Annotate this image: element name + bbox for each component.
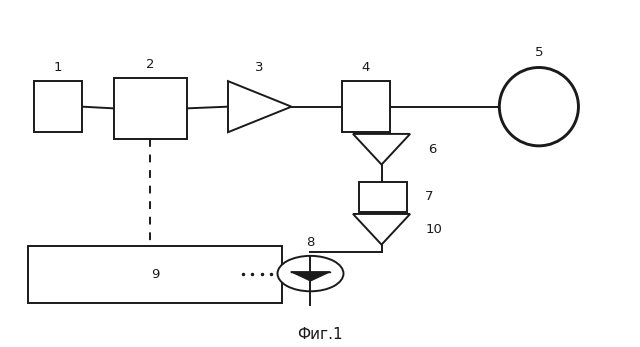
Text: 5: 5: [534, 46, 543, 59]
Bar: [35, 81, 82, 132]
Text: 2: 2: [146, 58, 154, 70]
Text: 8: 8: [307, 236, 315, 249]
Bar: [342, 81, 390, 132]
Text: 3: 3: [255, 61, 264, 74]
Bar: [359, 181, 407, 212]
Circle shape: [278, 256, 344, 291]
Text: 10: 10: [426, 223, 443, 236]
Bar: [114, 78, 187, 139]
Ellipse shape: [499, 68, 579, 146]
Text: 7: 7: [425, 191, 433, 203]
Polygon shape: [353, 214, 410, 245]
Polygon shape: [228, 81, 291, 132]
Text: 9: 9: [151, 268, 159, 281]
Bar: [28, 246, 282, 303]
Text: Фиг.1: Фиг.1: [297, 327, 343, 342]
Polygon shape: [291, 272, 330, 281]
Text: 1: 1: [54, 61, 63, 74]
Text: 6: 6: [428, 143, 436, 156]
Text: 4: 4: [362, 61, 370, 74]
Polygon shape: [353, 134, 410, 164]
